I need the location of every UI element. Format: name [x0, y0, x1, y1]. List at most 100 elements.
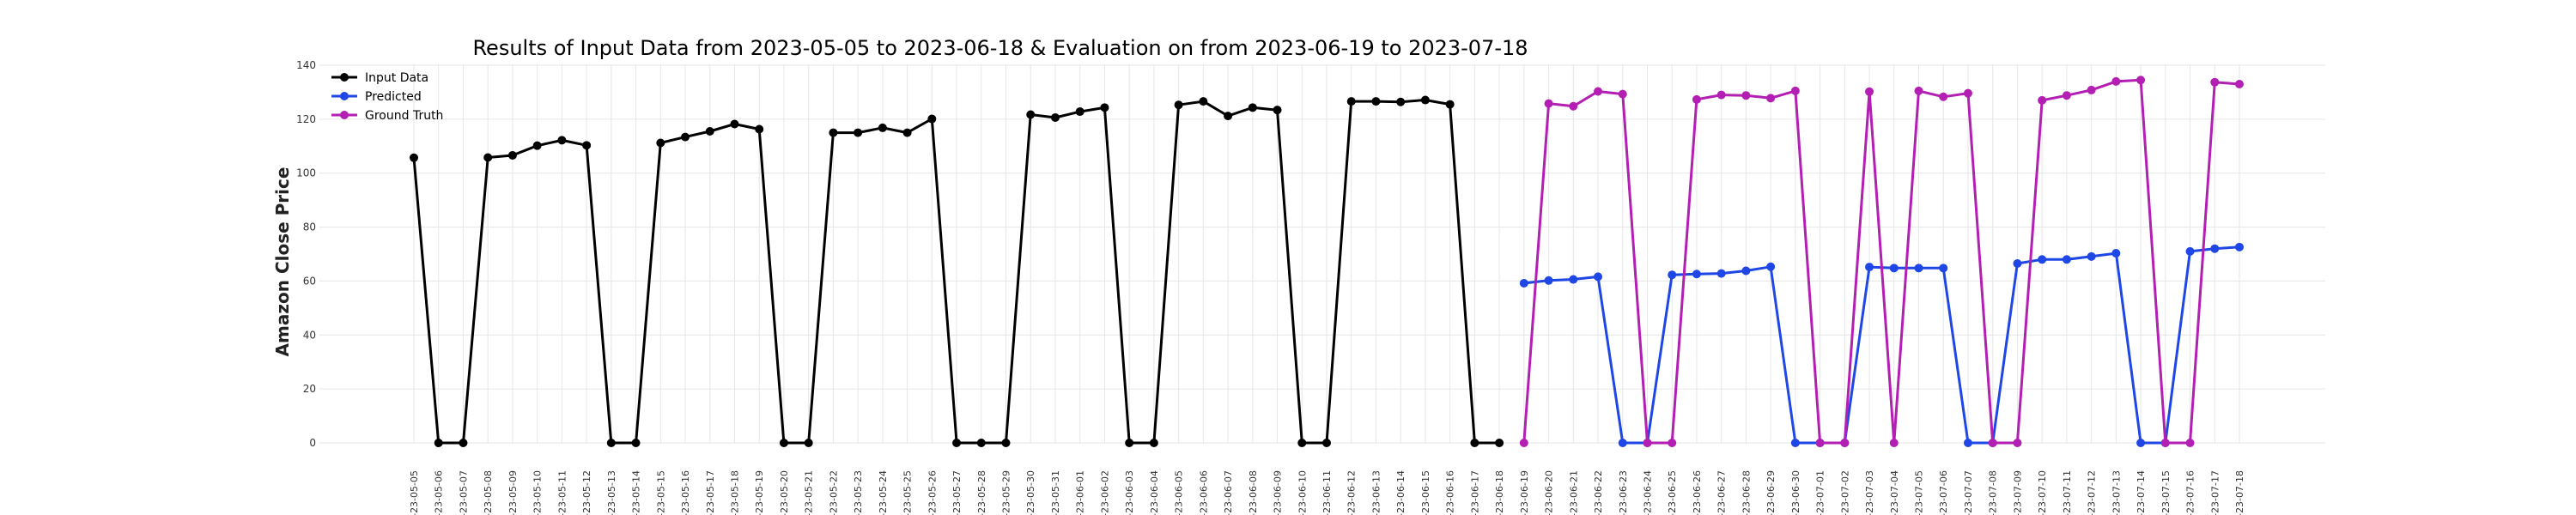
data-point — [631, 439, 641, 447]
data-point — [2062, 255, 2071, 264]
x-tick-label: -23-06-11 — [1321, 470, 1333, 515]
x-tick-label: -23-05-24 — [878, 470, 889, 515]
data-point — [1643, 439, 1652, 447]
data-point — [1741, 91, 1751, 100]
data-point — [1420, 95, 1430, 105]
data-point — [2013, 439, 2022, 447]
x-tick-label: -23-07-06 — [1938, 470, 1949, 515]
data-point — [1716, 269, 1726, 278]
data-point — [1594, 272, 1603, 282]
x-tick-label: -23-05-07 — [458, 470, 469, 515]
x-tick-label: -23-06-21 — [1568, 470, 1579, 515]
data-point — [1840, 439, 1850, 447]
x-tick-label: -23-06-28 — [1741, 470, 1752, 515]
x-tick-label: -23-07-13 — [2111, 470, 2122, 515]
data-point — [2185, 439, 2195, 447]
x-tick-label: -23-05-31 — [1050, 470, 1061, 515]
x-tick-label: -23-05-25 — [902, 470, 914, 515]
data-point — [1963, 88, 1972, 98]
data-point — [2185, 246, 2195, 256]
data-point — [2235, 242, 2244, 251]
x-tick-label: -23-05-09 — [507, 470, 519, 515]
x-tick-label: -23-06-07 — [1223, 470, 1234, 515]
data-point — [1939, 264, 1948, 273]
x-tick-label: -23-06-27 — [1716, 470, 1728, 515]
x-tick-label: -23-05-16 — [680, 470, 691, 515]
grid — [319, 64, 2325, 444]
x-tick-label: -23-06-14 — [1395, 470, 1406, 515]
x-tick-label: -23-06-24 — [1642, 470, 1653, 515]
data-point — [2210, 244, 2220, 253]
x-tick-label: -23-07-01 — [1815, 470, 1826, 515]
data-point — [804, 439, 813, 447]
x-tick-label: -23-05-05 — [409, 470, 420, 515]
x-tick-label: -23-06-05 — [1174, 470, 1185, 515]
data-point — [2111, 76, 2121, 86]
data-point — [1248, 103, 1257, 112]
y-tick-label: 100 — [296, 167, 316, 179]
data-point — [952, 439, 962, 447]
x-tick-label: -23-06-06 — [1198, 470, 1209, 515]
data-point — [2235, 80, 2244, 88]
x-tick-label: -23-05-19 — [754, 470, 765, 515]
data-point — [1495, 439, 1504, 447]
data-point — [2160, 439, 2170, 447]
x-tick-label: -23-06-04 — [1149, 470, 1160, 515]
x-tick-label: -23-06-25 — [1667, 470, 1678, 515]
data-point — [1199, 97, 1208, 106]
x-tick-label: -23-05-27 — [951, 470, 963, 515]
data-point — [2136, 76, 2146, 85]
x-tick-label: -23-06-16 — [1445, 470, 1456, 515]
x-tick-label: -23-06-26 — [1692, 470, 1703, 515]
data-point — [1371, 97, 1381, 106]
data-point — [1346, 97, 1356, 106]
data-point — [1519, 439, 1528, 447]
legend: Input Data Predicted Ground Truth — [331, 71, 443, 123]
data-point — [606, 439, 616, 447]
data-point — [1273, 106, 1282, 115]
data-point — [1741, 266, 1751, 276]
x-tick-label: -23-06-29 — [1765, 470, 1777, 515]
data-point — [829, 128, 838, 137]
data-point — [2013, 259, 2022, 268]
data-point — [2038, 255, 2047, 264]
x-tick-label: -23-06-03 — [1124, 470, 1135, 515]
data-point — [1569, 101, 1578, 111]
x-tick-label: -23-05-29 — [1001, 470, 1012, 515]
x-tick-label: -23-05-20 — [779, 470, 790, 515]
data-point — [681, 132, 690, 142]
x-tick-label: -23-05-21 — [804, 470, 815, 515]
x-tick-label: -23-05-13 — [606, 470, 617, 515]
x-tick-label: -23-07-16 — [2185, 470, 2196, 515]
data-point — [1050, 112, 1060, 122]
data-point — [1544, 99, 1553, 108]
data-point — [1790, 86, 1800, 95]
y-tick-label: 60 — [303, 275, 316, 287]
x-tick-label: -23-07-05 — [1914, 470, 1925, 515]
data-point — [1149, 439, 1158, 447]
x-tick-label: -23-05-26 — [927, 470, 938, 515]
data-point — [2087, 251, 2096, 261]
data-point — [2062, 91, 2071, 100]
y-tick-label: 120 — [296, 113, 316, 125]
data-point — [1914, 264, 1923, 273]
x-tick-label: -23-05-18 — [729, 470, 740, 515]
x-tick-label: -23-06-08 — [1248, 470, 1259, 515]
legend-marker — [340, 111, 349, 119]
x-tick-label: -23-06-23 — [1618, 470, 1629, 515]
x-tick-label: -23-07-03 — [1864, 470, 1875, 515]
y-tick-label: 20 — [303, 383, 316, 395]
x-tick-label: -23-05-11 — [556, 470, 568, 515]
data-point — [705, 127, 714, 136]
x-tick-label: -23-07-11 — [2062, 470, 2073, 515]
data-point — [1618, 89, 1627, 99]
x-tick-label: -23-06-22 — [1593, 470, 1604, 515]
data-point — [1766, 94, 1776, 103]
legend-label: Input Data — [365, 71, 428, 85]
x-tick-label: -23-06-20 — [1544, 470, 1555, 515]
y-tick-label: 140 — [296, 59, 316, 71]
x-tick-label: -23-06-02 — [1099, 470, 1110, 515]
data-point — [2087, 85, 2096, 94]
axes: 0 20 40 60 80 100 120 140 -23-05-05 -23-05-06 -23-… — [296, 59, 2245, 515]
data-point — [1125, 439, 1134, 447]
